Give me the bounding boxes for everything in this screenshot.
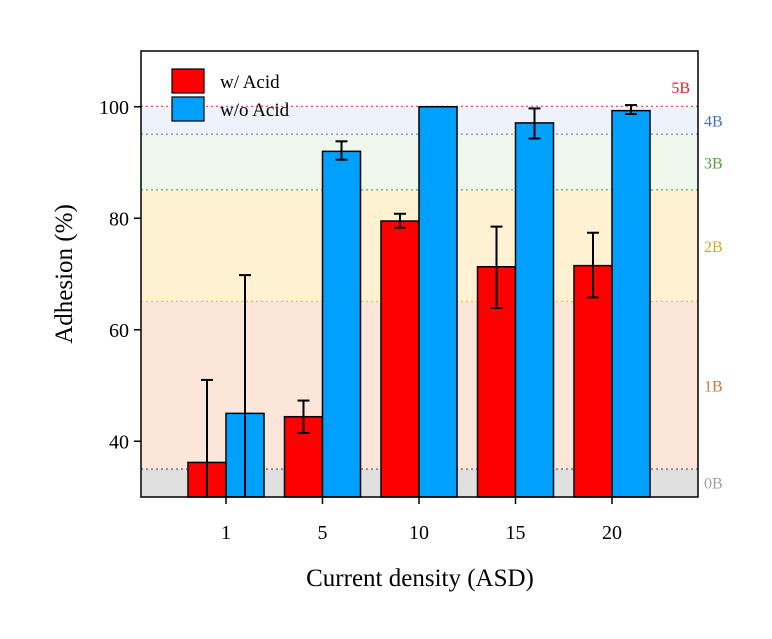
band-5B [141,51,698,107]
grade-label-0B: 0B [704,476,723,493]
x-tick-label: 20 [602,522,622,544]
x-axis-label: Current density (ASD) [306,565,534,592]
x-tick-label: 5 [318,522,328,544]
bar-w-acid-20 [573,264,613,498]
bars [187,104,651,498]
grade-label-5B: 5B [671,80,690,97]
bar-wo-acid-15 [514,122,555,498]
bar-w-acid-10 [380,220,420,498]
x-tick-label: 10 [409,522,429,544]
legend-label-w-acid: w/ Acid [220,72,280,93]
legend-swatch-wo-acid [171,96,205,122]
y-tick-label: 40 [109,431,129,453]
x-tick-label: 1 [221,522,231,544]
bar-wo-acid-5 [321,150,362,498]
y-tick-label: 100 [99,97,129,119]
y-axis-label: Adhesion (%) [51,204,78,344]
y-tick-label: 60 [109,320,129,342]
bar-wo-acid-10 [418,106,458,498]
x-tick-label: 15 [506,522,526,544]
legend-swatch-w-acid [171,68,205,94]
legend-label-wo-acid: w/o Acid [220,100,290,121]
bar-wo-acid-20 [611,109,651,498]
grade-label-3B: 3B [704,156,723,173]
y-tick-label: 80 [109,208,129,230]
grade-label-4B: 4B [704,114,723,131]
grade-label-1B: 1B [704,379,723,396]
grade-label-2B: 2B [704,239,723,256]
legend: w/ Acid w/o Acid [171,68,290,122]
